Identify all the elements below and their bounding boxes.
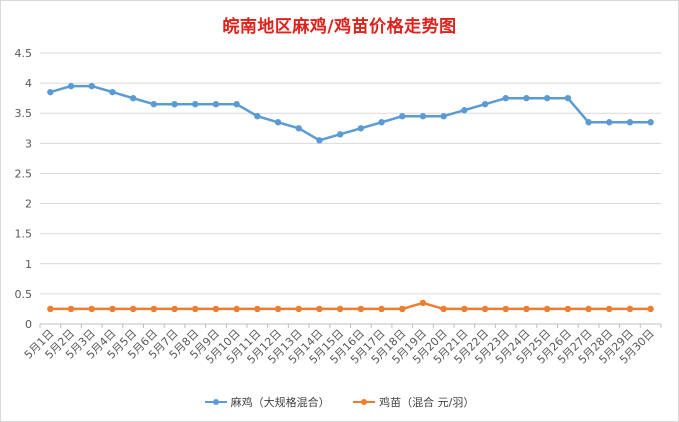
data-point-series-2: [357, 305, 365, 313]
data-point-series-1: [47, 88, 54, 96]
data-point-series-2: [336, 305, 344, 313]
data-point-series-1: [357, 125, 365, 132]
data-point-series-2: [129, 305, 137, 313]
data-point-series-2: [440, 305, 447, 313]
legend-item-series-2: 鸡苗（混合 元/羽）: [353, 394, 474, 410]
data-point-series-1: [88, 82, 95, 90]
y-tick-label: 0: [25, 318, 32, 331]
data-point-series-2: [109, 305, 116, 313]
legend-label-series-1: 麻鸡（大规格混合）: [230, 396, 330, 409]
y-tick-label: 4.5: [15, 47, 33, 60]
legend-label-series-2: 鸡苗（混合 元/羽）: [379, 396, 475, 409]
y-tick-label: 0.5: [15, 288, 33, 301]
data-point-series-2: [47, 305, 54, 313]
data-point-series-2: [399, 305, 406, 313]
data-point-series-1: [295, 125, 302, 132]
chart-title: 皖南地区麻鸡/鸡苗价格走势图: [222, 17, 457, 37]
data-point-series-2: [564, 305, 572, 313]
data-point-series-2: [67, 305, 75, 313]
data-point-series-2: [626, 305, 634, 313]
data-point-series-1: [316, 137, 323, 144]
data-point-series-2: [647, 305, 654, 313]
data-point-series-1: [67, 82, 75, 90]
data-point-series-2: [150, 305, 158, 313]
data-point-series-1: [502, 94, 509, 102]
data-point-series-2: [171, 305, 178, 313]
data-point-series-1: [233, 100, 240, 108]
data-point-series-1: [585, 119, 592, 126]
data-point-series-1: [523, 94, 530, 102]
data-point-series-2: [316, 305, 323, 313]
data-point-series-1: [440, 113, 447, 120]
data-point-series-1: [647, 119, 654, 126]
series-line-1: [50, 84, 651, 142]
data-point-series-2: [254, 305, 261, 313]
y-tick-label: 3: [25, 137, 32, 150]
data-point-series-2: [585, 305, 592, 313]
data-point-series-2: [212, 305, 220, 313]
data-point-series-1: [150, 100, 158, 108]
data-point-series-2: [543, 305, 551, 313]
y-tick-label: 1.5: [15, 228, 33, 241]
legend-swatch-series-2: [353, 397, 376, 407]
data-point-series-2: [378, 305, 385, 313]
chart-legend: 麻鸡（大规格混合） 鸡苗（混合 元/羽）: [0, 394, 679, 410]
data-point-series-2: [606, 305, 613, 313]
y-tick-label: 3.5: [15, 107, 33, 120]
data-point-series-2: [274, 305, 282, 313]
data-point-series-2: [502, 305, 509, 313]
data-point-series-1: [378, 119, 385, 126]
data-point-series-2: [88, 305, 95, 313]
data-point-series-1: [129, 94, 137, 102]
data-point-series-1: [171, 100, 178, 108]
data-point-series-1: [254, 113, 261, 120]
y-tick-label: 2: [25, 198, 32, 211]
data-point-series-1: [461, 107, 468, 114]
series-line-2: [50, 301, 651, 311]
data-point-series-1: [419, 113, 427, 120]
data-point-series-2: [461, 305, 468, 313]
legend-swatch-series-1: [204, 397, 227, 407]
y-tick-label: 2.5: [15, 167, 33, 180]
data-point-series-2: [419, 299, 427, 307]
data-point-series-1: [564, 94, 572, 102]
data-point-series-1: [336, 131, 344, 138]
y-tick-label: 4: [25, 77, 32, 90]
data-point-series-1: [606, 119, 613, 126]
data-point-series-1: [192, 100, 199, 108]
data-point-series-1: [399, 113, 406, 120]
data-point-series-2: [523, 305, 530, 313]
data-point-series-1: [481, 100, 489, 108]
data-point-series-1: [274, 119, 282, 126]
data-point-series-2: [192, 305, 199, 313]
y-tick-label: 1: [25, 258, 32, 271]
data-point-series-2: [481, 305, 489, 313]
data-point-series-2: [295, 305, 302, 313]
data-point-series-1: [212, 100, 220, 108]
data-point-series-1: [543, 94, 551, 102]
data-point-series-1: [109, 88, 116, 96]
data-point-series-1: [626, 119, 634, 126]
legend-item-series-1: 麻鸡（大规格混合）: [204, 394, 330, 410]
data-point-series-2: [233, 305, 240, 313]
